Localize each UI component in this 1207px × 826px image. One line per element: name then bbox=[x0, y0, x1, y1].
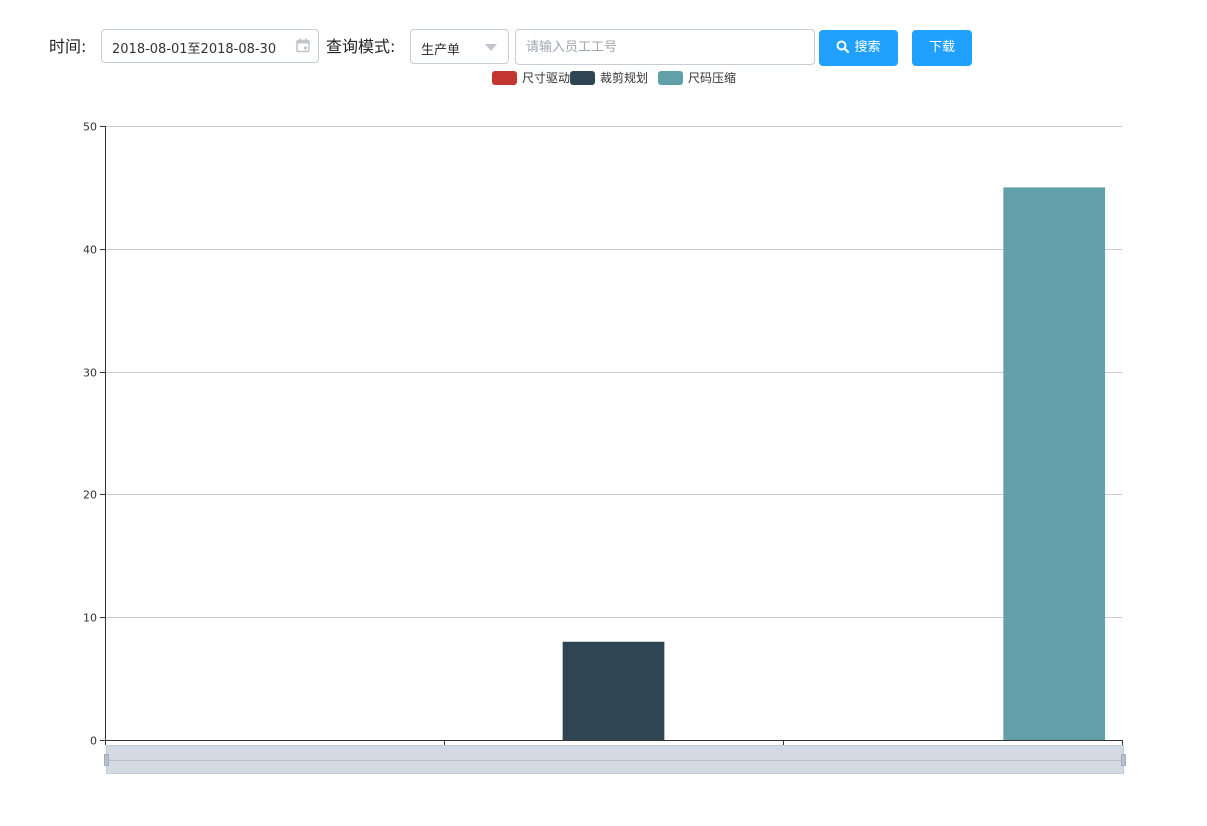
legend-swatch bbox=[570, 71, 595, 85]
bar bbox=[1003, 187, 1106, 740]
legend-item[interactable]: 裁剪规划 bbox=[570, 70, 648, 86]
mode-label: 查询模式: bbox=[326, 37, 396, 56]
legend-label: 裁剪规划 bbox=[600, 71, 649, 85]
query-toolbar: 时间: 2018-08-01至2018-08-30 查询模式: 生产单 搜索 下… bbox=[0, 0, 1207, 70]
y-tick-label: 10 bbox=[83, 612, 97, 625]
legend-label: 尺寸驱动 bbox=[522, 71, 571, 85]
y-tick-label: 50 bbox=[83, 121, 97, 134]
legend-item[interactable]: 尺码压缩 bbox=[658, 70, 736, 86]
data-zoom-track bbox=[107, 760, 1123, 761]
calendar-icon bbox=[296, 38, 310, 53]
legend-label: 尺码压缩 bbox=[688, 71, 737, 85]
download-button[interactable]: 下载 bbox=[912, 30, 972, 66]
chart-legend: 尺寸驱动 裁剪规划 尺码压缩 bbox=[0, 70, 1207, 88]
legend-swatch bbox=[492, 71, 517, 85]
download-button-label: 下载 bbox=[928, 40, 955, 55]
legend-item[interactable]: 尺寸驱动 bbox=[492, 70, 570, 86]
mode-select[interactable]: 生产单 bbox=[410, 29, 509, 64]
data-zoom-slider[interactable] bbox=[104, 745, 1126, 774]
mode-select-value: 生产单 bbox=[421, 43, 461, 58]
y-tick-label: 40 bbox=[83, 244, 97, 257]
data-zoom-right-handle[interactable] bbox=[1121, 754, 1126, 766]
y-tick-label: 20 bbox=[83, 489, 97, 502]
search-icon bbox=[836, 40, 850, 53]
search-button-label: 搜索 bbox=[854, 40, 881, 55]
date-range-value: 2018-08-01至2018-08-30 bbox=[112, 42, 277, 57]
time-label: 时间: bbox=[49, 37, 87, 56]
data-zoom-left-handle[interactable] bbox=[104, 754, 109, 766]
caret-down-icon bbox=[485, 44, 497, 51]
employee-id-input[interactable] bbox=[515, 29, 815, 65]
legend-swatch bbox=[658, 71, 683, 85]
y-tick-label: 0 bbox=[90, 735, 97, 748]
date-range-picker[interactable]: 2018-08-01至2018-08-30 bbox=[101, 29, 319, 63]
search-button[interactable]: 搜索 bbox=[819, 30, 898, 66]
bar bbox=[562, 641, 665, 740]
y-tick-label: 30 bbox=[83, 367, 97, 380]
